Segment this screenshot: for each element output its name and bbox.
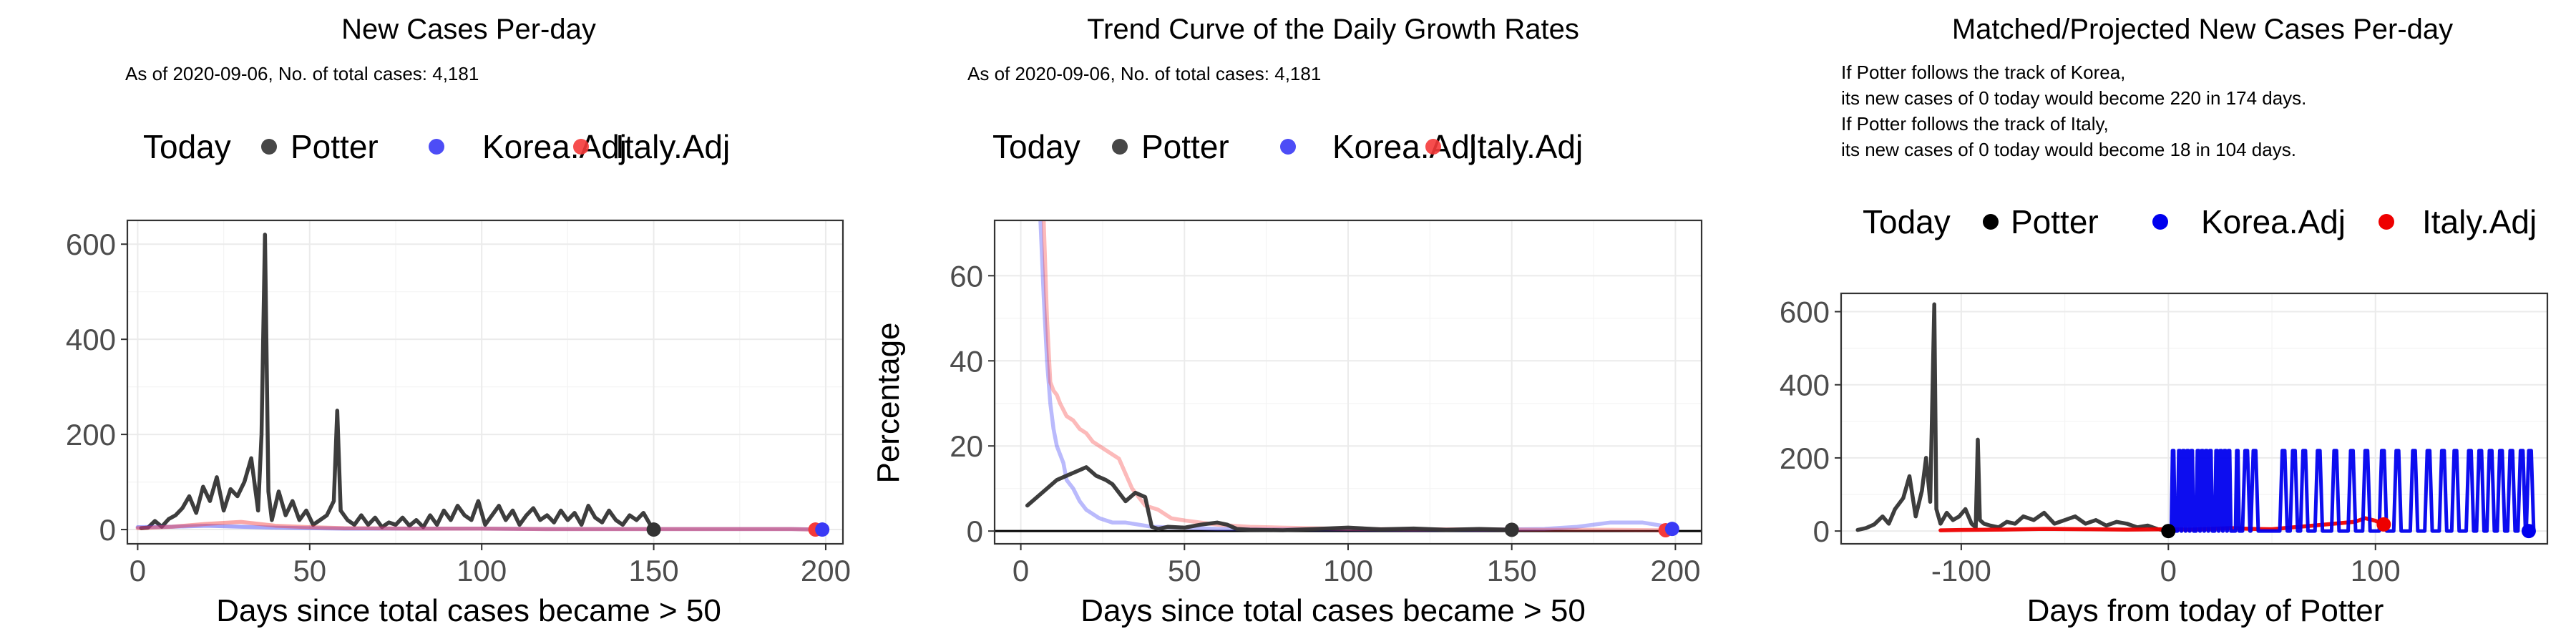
x-tick-label: 100 <box>2351 554 2401 587</box>
plot-frame <box>1840 292 2549 545</box>
y-tick-label: 0 <box>967 514 983 548</box>
x-tick-label: 0 <box>130 554 146 587</box>
today-point-potter <box>1504 522 1519 537</box>
series-line-potter <box>1025 465 1514 532</box>
today-point-korea-adj <box>2521 524 2536 539</box>
y-tick-label: 400 <box>66 323 116 356</box>
series-line-korea-adj <box>135 523 824 532</box>
x-tick-label: 100 <box>457 554 507 587</box>
legend-title: Today <box>1863 203 1951 240</box>
series-line-potter <box>139 233 656 531</box>
y-tick-label: 600 <box>1780 296 1830 329</box>
y-tick-label: 600 <box>66 228 116 261</box>
x-tick-label: 50 <box>293 554 326 587</box>
y-tick-label: 60 <box>950 259 983 293</box>
chart-matched-projected-new-cases: Matched/Projected New Cases Per-day If P… <box>1780 14 2549 628</box>
chart-title: New Cases Per-day <box>341 14 596 45</box>
plot-area: 0 50 100 150 200 0 200 400 600 <box>66 219 851 587</box>
x-tick-label: 100 <box>1323 554 1373 587</box>
y-tick-label: 0 <box>1813 514 1830 548</box>
x-tick-label: -100 <box>1931 554 1991 587</box>
legend-label-potter: Potter <box>291 128 379 165</box>
annotation-line: its new cases of 0 today would become 22… <box>1841 87 2306 109</box>
x-tick-label: 150 <box>1487 554 1537 587</box>
legend-swatch-korea-adj <box>2152 214 2168 230</box>
x-axis-label: Days from today of Potter <box>2027 593 2384 628</box>
today-point-korea-adj <box>815 522 830 537</box>
x-axis-label: Days since total cases became > 50 <box>1080 593 1586 628</box>
chart-subtitle: As of 2020-09-06, No. of total cases: 4,… <box>125 63 479 84</box>
legend-swatch-korea-adj <box>429 139 444 155</box>
legend-swatch-korea-adj <box>1280 139 1296 155</box>
legend-label-korea-adj: Korea.Adj <box>482 128 627 165</box>
x-axis-label: Days since total cases became > 50 <box>216 593 721 628</box>
legend-swatch-potter <box>1112 139 1128 155</box>
plot-area: 0 50 100 150 200 0 20 40 60 <box>950 219 1703 587</box>
chart-subtitle: As of 2020-09-06, No. of total cases: 4,… <box>967 63 1321 84</box>
y-tick-label: 40 <box>950 344 983 378</box>
y-tick-label: 20 <box>950 429 983 463</box>
x-tick-label: 200 <box>801 554 851 587</box>
legend-label-italy-adj: Italy.Adj <box>1468 128 1583 165</box>
legend-title: Today <box>992 128 1080 165</box>
today-point-korea-adj <box>1664 522 1679 537</box>
legend-label-potter: Potter <box>1141 128 1229 165</box>
legend-title: Today <box>143 128 231 165</box>
series-line-korea-adj <box>1038 220 1672 532</box>
chart-new-cases-per-day: New Cases Per-day As of 2020-09-06, No. … <box>66 14 851 628</box>
y-axis-label: Percentage <box>871 322 906 483</box>
legend-swatch-italy-adj <box>2379 214 2394 230</box>
x-tick-label: 200 <box>1650 554 1700 587</box>
plot-area: -100 0 100 0 200 400 600 <box>1780 292 2549 587</box>
series-line-potter <box>1855 302 2171 533</box>
chart-title: Trend Curve of the Daily Growth Rates <box>1087 14 1579 45</box>
plot-frame <box>126 219 844 545</box>
gridlines <box>127 220 843 544</box>
y-tick-label: 200 <box>1780 441 1830 475</box>
legend-swatch-potter <box>1983 214 1999 230</box>
legend-swatch-potter <box>261 139 277 155</box>
y-tick-label: 400 <box>1780 369 1830 402</box>
x-tick-label: 150 <box>629 554 679 587</box>
legend: Today Potter Korea.Adj Italy.Adj <box>1863 203 2537 240</box>
annotation-line: its new cases of 0 today would become 18… <box>1841 139 2296 160</box>
legend-swatch-italy-adj <box>573 139 589 155</box>
annotation-line: If Potter follows the track of Korea, <box>1841 62 2125 83</box>
chart-daily-growth-rates: Trend Curve of the Daily Growth Rates As… <box>871 14 1703 628</box>
y-tick-label: 0 <box>99 513 116 547</box>
y-tick-label: 200 <box>66 418 116 452</box>
today-point-italy-adj <box>2376 517 2391 532</box>
chart-title: Matched/Projected New Cases Per-day <box>1952 14 2453 45</box>
series-line-korea-adj <box>2168 449 2536 533</box>
legend-label-italy-adj: Italy.Adj <box>2422 203 2537 240</box>
today-point-potter <box>2161 524 2176 539</box>
legend-swatch-italy-adj <box>1425 139 1441 155</box>
today-point-potter <box>646 522 661 537</box>
x-tick-label: 0 <box>1013 554 1029 587</box>
legend-label-italy-adj: Italy.Adj <box>615 128 730 165</box>
annotation-line: If Potter follows the track of Italy, <box>1841 113 2109 135</box>
legend-label-korea-adj: Korea.Adj <box>1332 128 1477 165</box>
x-tick-label: 50 <box>1168 554 1201 587</box>
series-line-italy-adj <box>1041 220 1664 532</box>
gridlines <box>995 220 1702 544</box>
series-line-italy-adj <box>135 519 818 532</box>
legend-label-potter: Potter <box>2011 203 2099 240</box>
legend-label-korea-adj: Korea.Adj <box>2201 203 2346 240</box>
x-tick-label: 0 <box>2160 554 2177 587</box>
